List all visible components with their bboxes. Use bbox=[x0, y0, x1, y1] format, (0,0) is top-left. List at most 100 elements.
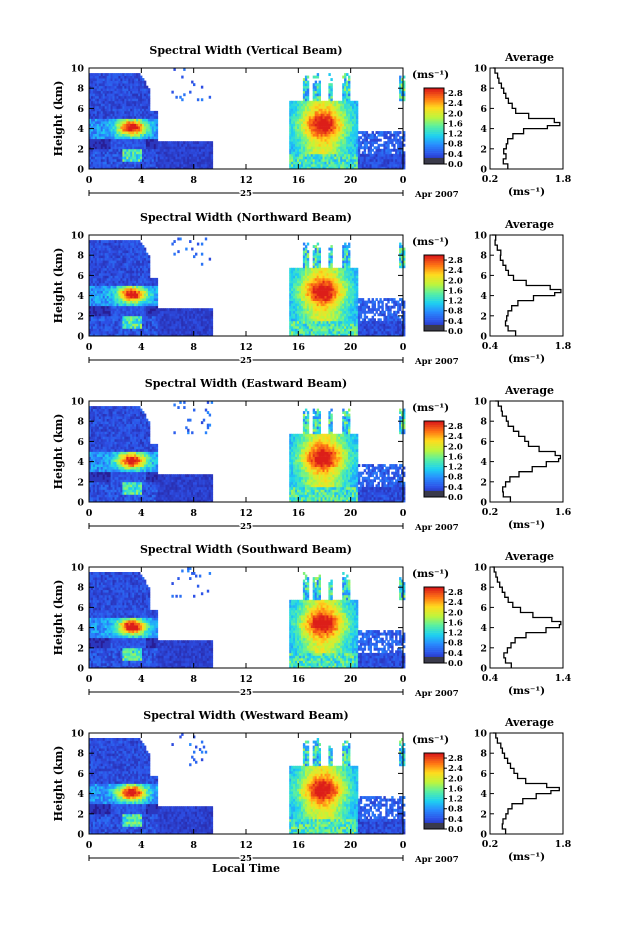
heatmap-cell bbox=[387, 151, 390, 155]
heatmap-cell bbox=[353, 108, 357, 112]
heatmap-cell bbox=[330, 136, 333, 140]
heatmap-cell bbox=[320, 123, 323, 127]
heatmap-cell bbox=[334, 121, 337, 124]
heatmap-cell bbox=[89, 270, 92, 274]
heatmap-cell bbox=[138, 141, 141, 145]
heatmap-cell bbox=[365, 131, 369, 134]
heatmap-cell bbox=[328, 93, 331, 97]
heatmap-cell bbox=[92, 146, 96, 150]
heatmap-cell bbox=[185, 161, 188, 165]
heatmap-cell bbox=[302, 126, 306, 129]
heatmap-cell bbox=[96, 118, 100, 122]
heatmap-cell bbox=[128, 110, 131, 114]
heatmap-cell bbox=[348, 131, 351, 134]
heatmap-cell bbox=[177, 161, 180, 165]
heatmap-cell bbox=[316, 73, 320, 76]
heatmap-cell bbox=[102, 270, 106, 274]
heatmap-cell bbox=[89, 141, 92, 145]
heatmap-cell bbox=[308, 123, 312, 127]
heatmap-cell bbox=[379, 131, 382, 134]
heatmap-cell bbox=[318, 113, 321, 117]
heatmap-cell bbox=[136, 103, 139, 107]
heatmap-cell bbox=[344, 133, 347, 137]
heatmap-cell bbox=[122, 83, 125, 87]
heatmap-cell bbox=[344, 116, 347, 119]
heatmap-cell bbox=[92, 303, 96, 307]
heatmap-cell bbox=[181, 153, 184, 157]
heatmap-cell bbox=[348, 138, 351, 142]
heatmap-cell bbox=[348, 121, 351, 124]
heatmap-cell bbox=[399, 95, 402, 99]
heatmap-cell bbox=[316, 75, 320, 79]
heatmap-cell bbox=[306, 262, 310, 266]
heatmap-cell bbox=[200, 141, 204, 145]
heatmap-cell bbox=[92, 305, 96, 309]
heatmap-cell bbox=[145, 163, 149, 167]
heatmap-cell bbox=[116, 88, 119, 92]
heatmap-cell bbox=[138, 128, 141, 132]
heatmap-cell bbox=[145, 93, 149, 97]
heatmap-cell bbox=[98, 161, 102, 165]
heatmap-cell bbox=[312, 90, 316, 94]
heatmap-cell bbox=[202, 141, 206, 145]
heatmap-cell bbox=[377, 161, 380, 165]
heatmap-cell bbox=[348, 123, 351, 127]
heatmap-cell bbox=[403, 151, 406, 155]
heatmap-cell bbox=[96, 252, 100, 256]
heatmap-cell bbox=[94, 83, 98, 87]
heatmap-cell bbox=[169, 156, 172, 160]
heatmap-cell bbox=[91, 305, 94, 309]
heatmap-cell bbox=[100, 265, 104, 269]
heatmap-cell bbox=[155, 295, 159, 299]
heatmap-cell bbox=[338, 153, 341, 157]
heatmap-cell bbox=[324, 105, 327, 109]
heatmap-cell bbox=[399, 80, 402, 84]
heatmap-cell bbox=[89, 295, 92, 299]
heatmap-cell bbox=[134, 133, 137, 137]
heatmap-cell bbox=[96, 121, 100, 124]
heatmap-cell bbox=[338, 166, 341, 170]
heatmap-cell bbox=[330, 95, 333, 99]
heatmap-cell bbox=[344, 121, 347, 124]
heatmap-cell bbox=[383, 131, 386, 134]
heatmap-cell bbox=[348, 118, 351, 122]
heatmap-cell bbox=[346, 110, 349, 114]
heatmap-cell bbox=[306, 123, 310, 127]
heatmap-cell bbox=[106, 148, 110, 152]
heatmap-cell bbox=[357, 153, 361, 157]
heatmap-cell bbox=[304, 247, 308, 251]
heatmap-cell bbox=[363, 143, 367, 147]
heatmap-cell bbox=[120, 80, 123, 84]
heatmap-cell bbox=[114, 131, 117, 134]
heatmap-cell bbox=[108, 161, 111, 165]
heatmap-cell bbox=[104, 95, 108, 99]
heatmap-cell bbox=[314, 143, 318, 147]
heatmap-cell bbox=[155, 136, 159, 140]
heatmap-cell bbox=[322, 131, 325, 134]
heatmap-cell bbox=[328, 103, 331, 107]
heatmap-cell bbox=[89, 100, 92, 104]
heatmap-cell bbox=[106, 330, 110, 334]
heatmap-cell bbox=[387, 131, 390, 134]
heatmap-cell bbox=[147, 151, 151, 155]
heatmap-cell bbox=[91, 313, 94, 317]
heatmap-cell bbox=[91, 105, 94, 109]
heatmap-cell bbox=[355, 146, 359, 150]
heatmap-cell bbox=[157, 146, 161, 150]
heatmap-cell bbox=[403, 158, 406, 162]
heatmap-cell bbox=[344, 163, 347, 167]
heatmap-cell bbox=[355, 158, 359, 162]
heatmap-cell bbox=[189, 156, 192, 160]
heatmap-cell bbox=[395, 131, 398, 134]
heatmap-cell bbox=[289, 136, 292, 140]
heatmap-cell bbox=[122, 151, 125, 155]
heatmap-cell bbox=[348, 80, 351, 84]
heatmap-cell bbox=[393, 138, 396, 142]
heatmap-cell bbox=[365, 166, 369, 170]
heatmap-cell bbox=[350, 131, 353, 134]
heatmap-cell bbox=[314, 113, 318, 117]
heatmap-cell bbox=[399, 98, 402, 102]
heatmap-cell bbox=[151, 143, 155, 147]
heatmap-cell bbox=[116, 113, 119, 117]
heatmap-cell bbox=[98, 136, 102, 140]
